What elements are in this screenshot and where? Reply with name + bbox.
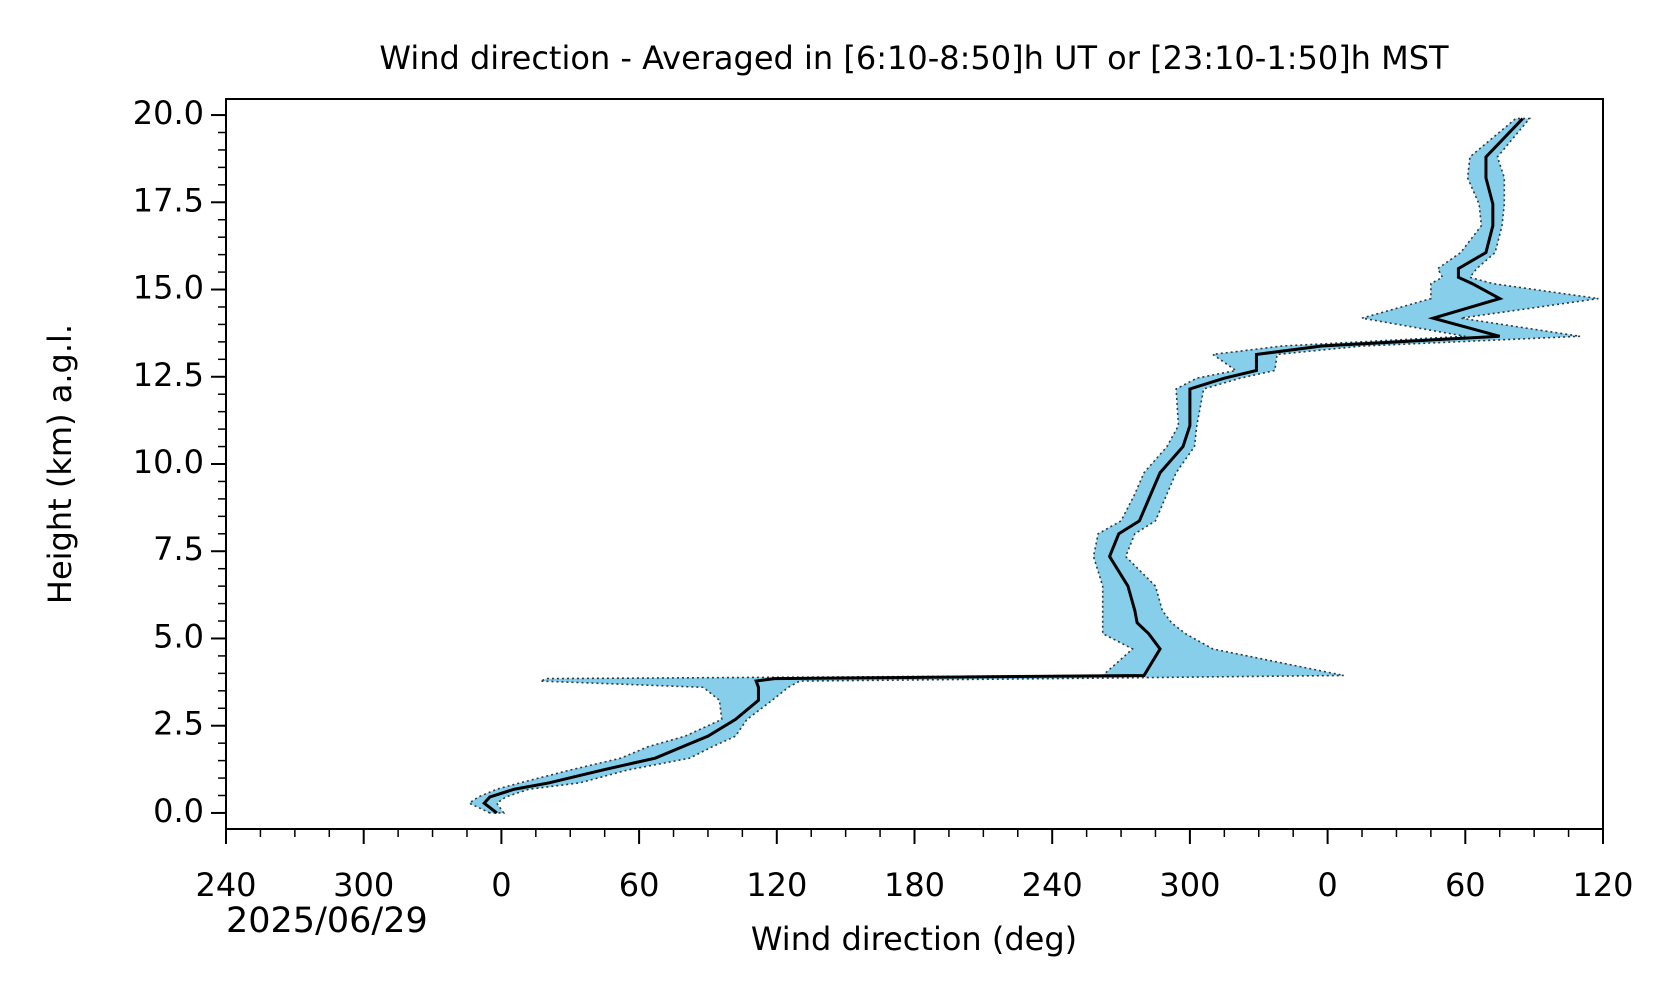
y-tick-label: 5.0 [153,617,204,655]
x-tick-label: 0 [1317,866,1337,904]
date-annotation: 2025/06/29 [226,901,428,941]
x-tick-label: 60 [1445,866,1486,904]
x-tick-label: 120 [1572,866,1633,904]
x-tick-label: 300 [1159,866,1220,904]
chart-title: Wind direction - Averaged in [6:10-8:50]… [379,39,1449,77]
y-tick-label: 0.0 [153,792,204,830]
y-axis-label: Height (km) a.g.l. [41,324,79,604]
y-tick-label: 10.0 [133,443,204,481]
y-tick-label: 20.0 [133,94,204,132]
y-tick-label: 15.0 [133,269,204,307]
x-tick-label: 240 [1022,866,1083,904]
x-tick-label: 120 [746,866,807,904]
x-tick-label: 300 [333,866,394,904]
y-tick-label: 12.5 [133,356,204,394]
plot-frame [225,98,1604,830]
x-tick-label: 60 [619,866,660,904]
x-tick-label: 240 [195,866,256,904]
y-tick-label: 2.5 [153,705,204,743]
x-tick-label: 0 [491,866,511,904]
y-tick-label: 17.5 [133,181,204,219]
y-tick-label: 7.5 [153,530,204,568]
spread-band [467,117,1599,814]
x-tick-label: 180 [884,866,945,904]
mean-line [481,117,1524,815]
x-axis-label: Wind direction (deg) [751,920,1077,958]
